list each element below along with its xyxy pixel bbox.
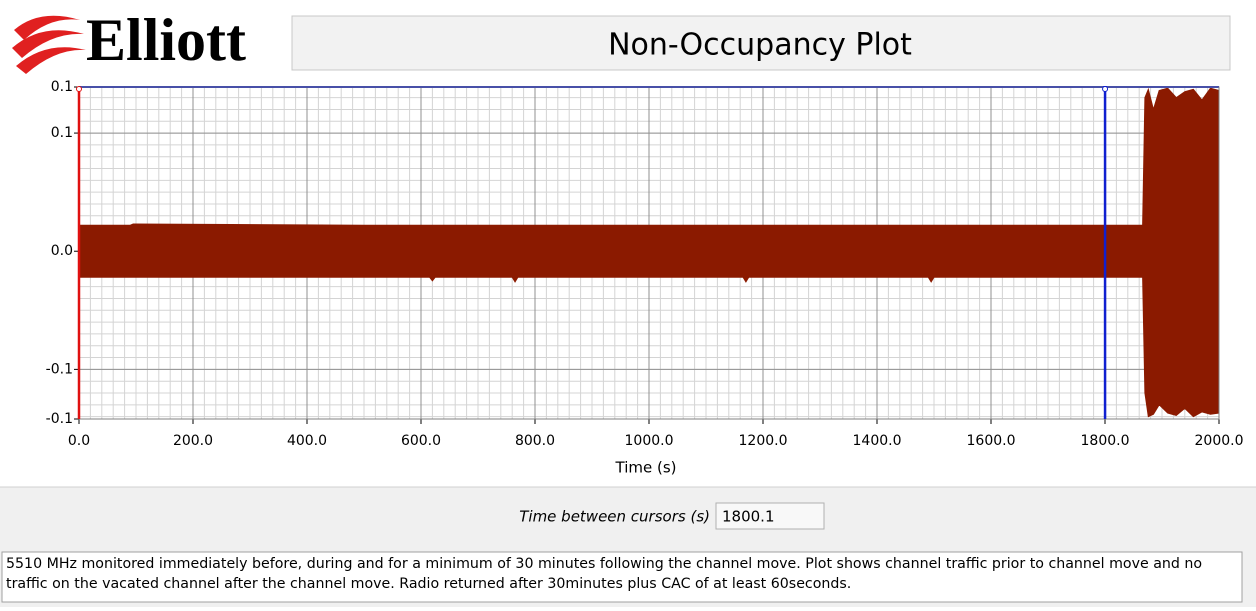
x-axis-label: Time (s) (615, 459, 677, 477)
y-tick-label: 0.1 (51, 125, 73, 141)
x-tick-label: 1000.0 (625, 433, 674, 449)
y-tick-label: 0.1 (51, 79, 73, 95)
cursor-handle (1102, 86, 1109, 92)
readout-label: Time between cursors (s) (519, 508, 710, 526)
x-tick-label: 600.0 (401, 433, 441, 449)
logo: Elliott (12, 7, 246, 74)
x-tick-label: 1200.0 (739, 433, 788, 449)
logo-swoosh (14, 15, 80, 40)
x-tick-label: 1400.0 (853, 433, 902, 449)
x-tick-label: 800.0 (515, 433, 555, 449)
plot: 0.0 200.0 400.0 600.0 800.0 1000.0 1200.0 1400.… (46, 79, 1244, 449)
y-tick-label: 0.0 (51, 243, 73, 259)
readout-box (715, 502, 825, 530)
title-box (291, 15, 1231, 71)
x-tick-label: 1800.0 (1081, 433, 1130, 449)
cursor-handle (76, 86, 82, 92)
readout-value: 1800.1 (722, 508, 775, 526)
logo-text: Elliott (86, 7, 246, 73)
x-tick-label: 1600.0 (967, 433, 1016, 449)
logo-swoosh (16, 47, 86, 74)
logo-swoosh (12, 30, 84, 58)
description-box (1, 551, 1243, 603)
y-tick-label: -0.1 (46, 361, 73, 377)
x-tick-label: 400.0 (287, 433, 327, 449)
x-tick-label: 0.0 (68, 433, 90, 449)
y-tick-label: -0.1 (46, 411, 73, 427)
description-container: 5510 MHz monitored immediately before, d… (6, 556, 1203, 592)
chart-title: Non-Occupancy Plot (608, 28, 912, 63)
x-tick-label: 200.0 (173, 433, 213, 449)
x-tick-label: 2000.0 (1195, 433, 1244, 449)
description: 5510 MHz monitored immediately before, d… (6, 556, 1203, 592)
